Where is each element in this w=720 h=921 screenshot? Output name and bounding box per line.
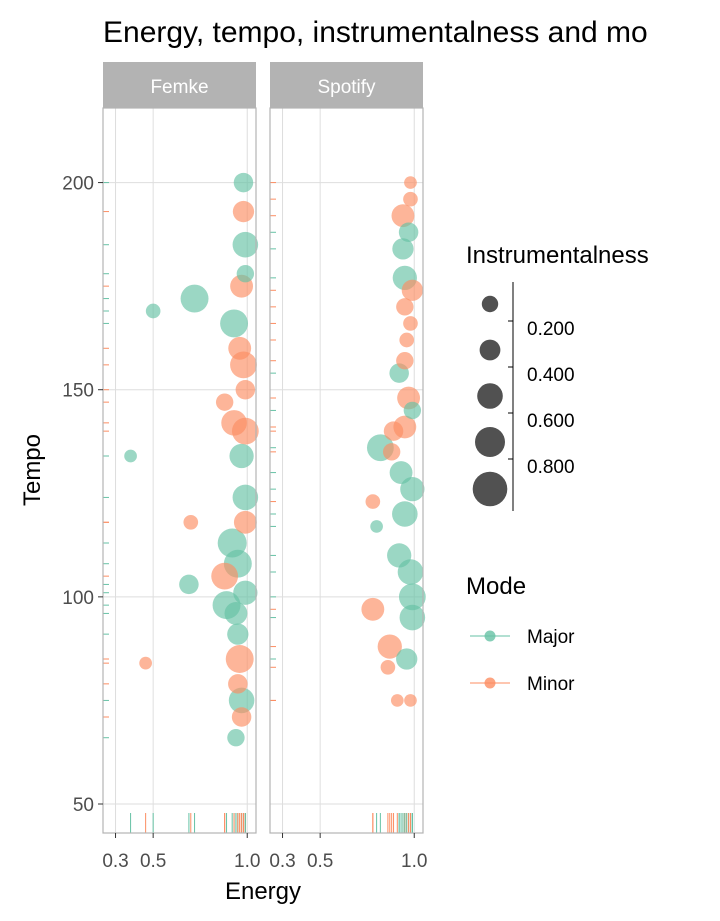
size-legend-label: 0.400 xyxy=(527,365,575,386)
y-axis-title: Tempo xyxy=(19,434,46,506)
facet-panel-femke: Femke xyxy=(102,62,259,834)
color-legend-key-minor xyxy=(484,677,496,689)
data-point-minor xyxy=(228,336,252,360)
data-point-minor xyxy=(365,494,381,509)
data-point-minor xyxy=(232,200,255,223)
x-tick-label: 0.5 xyxy=(140,851,166,872)
data-point-major xyxy=(398,222,419,243)
x-tick-label: 1.0 xyxy=(234,851,260,872)
data-point-minor xyxy=(399,332,415,348)
color-legend: Mode Major Minor xyxy=(466,573,575,695)
color-legend-label: Major xyxy=(527,627,575,648)
data-point-minor xyxy=(377,634,402,659)
data-point-minor xyxy=(211,562,239,590)
data-point-minor xyxy=(221,410,247,436)
chart-title: Energy, tempo, instrumentalness and mo xyxy=(103,16,648,49)
data-point-minor xyxy=(383,421,404,441)
data-point-major xyxy=(220,309,249,338)
panel-border xyxy=(269,107,424,834)
size-legend-title: Instrumentalness xyxy=(466,242,649,269)
data-point-minor xyxy=(391,204,415,228)
data-point-major xyxy=(400,477,425,502)
data-point-major xyxy=(228,687,255,714)
size-legend: Instrumentalness 0.200 0.400 0.600 0.800 xyxy=(466,242,649,511)
data-point-major xyxy=(236,265,255,283)
color-legend-label: Minor xyxy=(527,674,575,695)
data-point-minor xyxy=(235,379,256,400)
data-point-major xyxy=(179,574,199,595)
y-tick-label: 100 xyxy=(62,588,94,609)
size-legend-key xyxy=(479,339,501,361)
data-point-minor xyxy=(403,316,418,331)
size-legend-label: 0.800 xyxy=(527,457,575,478)
y-axis: 50 100 150 200 xyxy=(62,174,103,816)
facet-strip xyxy=(103,62,256,108)
x-tick-label: 0.3 xyxy=(102,851,128,872)
data-point-major xyxy=(227,729,245,747)
facet-panels: Femke Spotify xyxy=(102,62,426,834)
facet-strip-label: Spotify xyxy=(317,77,376,98)
data-point-minor xyxy=(404,694,417,707)
data-point-minor xyxy=(231,707,252,727)
data-point-minor xyxy=(225,645,254,673)
data-point-minor xyxy=(183,514,199,530)
data-point-major xyxy=(232,484,259,511)
size-legend-key xyxy=(472,471,508,507)
data-point-major xyxy=(232,231,259,258)
color-legend-title: Mode xyxy=(466,573,526,600)
size-legend-label: 0.200 xyxy=(527,319,575,340)
data-point-minor xyxy=(396,298,414,316)
y-tick-label: 150 xyxy=(62,381,94,402)
size-legend-label: 0.600 xyxy=(527,411,575,432)
panel-background xyxy=(103,108,256,833)
panel-border xyxy=(102,107,257,834)
data-point-major xyxy=(403,401,422,420)
x-tick-label: 0.3 xyxy=(269,851,295,872)
data-point-minor xyxy=(228,674,248,694)
data-point-major xyxy=(233,172,254,193)
size-legend-key xyxy=(477,383,503,409)
y-tick-label: 200 xyxy=(62,174,94,195)
facet-strip xyxy=(270,62,423,108)
size-legend-key xyxy=(475,427,505,457)
data-point-major xyxy=(180,284,209,313)
data-point-major xyxy=(389,461,413,484)
x-tick-label: 1.0 xyxy=(401,851,427,872)
data-point-major xyxy=(233,580,258,605)
data-point-minor xyxy=(390,694,404,707)
data-point-minor xyxy=(380,659,396,675)
x-axis-title: Energy xyxy=(225,878,301,905)
data-point-major xyxy=(392,501,418,527)
color-legend-key-major xyxy=(484,630,496,642)
data-point-major xyxy=(370,520,383,533)
data-point-major xyxy=(124,449,137,463)
data-point-minor xyxy=(396,352,414,370)
data-point-minor xyxy=(361,597,385,621)
data-point-major xyxy=(145,303,161,319)
data-point-minor xyxy=(139,656,152,670)
data-point-major xyxy=(224,602,248,625)
size-legend-key xyxy=(481,295,499,313)
data-point-minor xyxy=(403,191,418,207)
data-point-major xyxy=(396,648,418,670)
data-point-minor xyxy=(404,176,417,189)
data-point-major xyxy=(227,623,249,645)
data-point-major xyxy=(387,543,412,568)
data-point-major xyxy=(229,443,254,469)
facet-panel-spotify: Spotify xyxy=(269,62,426,834)
facet-strip-label: Femke xyxy=(150,77,208,98)
data-point-minor xyxy=(382,443,401,461)
data-point-minor xyxy=(401,279,423,301)
data-point-minor xyxy=(233,510,257,534)
y-tick-label: 50 xyxy=(73,795,94,816)
x-tick-label: 0.5 xyxy=(307,851,333,872)
x-axis: 0.3 0.5 1.0 0.3 0.5 1.0 xyxy=(102,833,427,872)
data-point-minor xyxy=(215,393,234,411)
data-point-major xyxy=(399,604,426,631)
data-point-major xyxy=(392,238,414,260)
data-point-major xyxy=(398,583,426,611)
